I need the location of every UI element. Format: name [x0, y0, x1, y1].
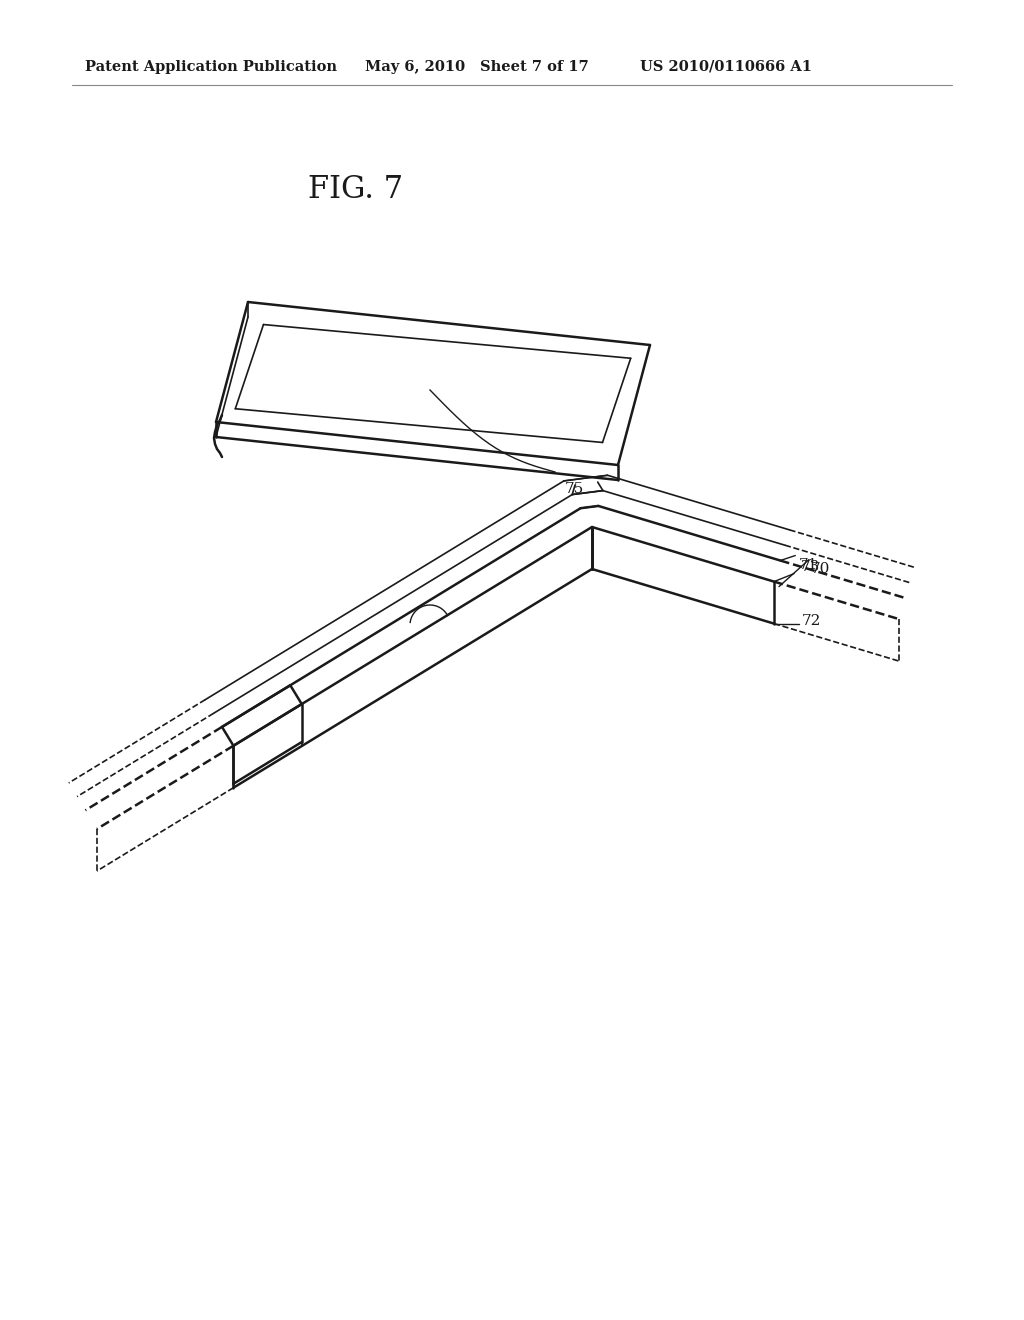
Text: 75: 75	[565, 482, 585, 496]
Text: 73: 73	[801, 560, 819, 573]
Text: May 6, 2010: May 6, 2010	[365, 59, 465, 74]
Text: US 2010/0110666 A1: US 2010/0110666 A1	[640, 59, 812, 74]
Text: 71: 71	[799, 557, 818, 572]
Text: 72: 72	[802, 614, 821, 627]
Text: FIG. 7: FIG. 7	[308, 174, 403, 206]
Text: Patent Application Publication: Patent Application Publication	[85, 59, 337, 74]
Text: Sheet 7 of 17: Sheet 7 of 17	[480, 59, 589, 74]
Text: 70: 70	[811, 561, 830, 576]
